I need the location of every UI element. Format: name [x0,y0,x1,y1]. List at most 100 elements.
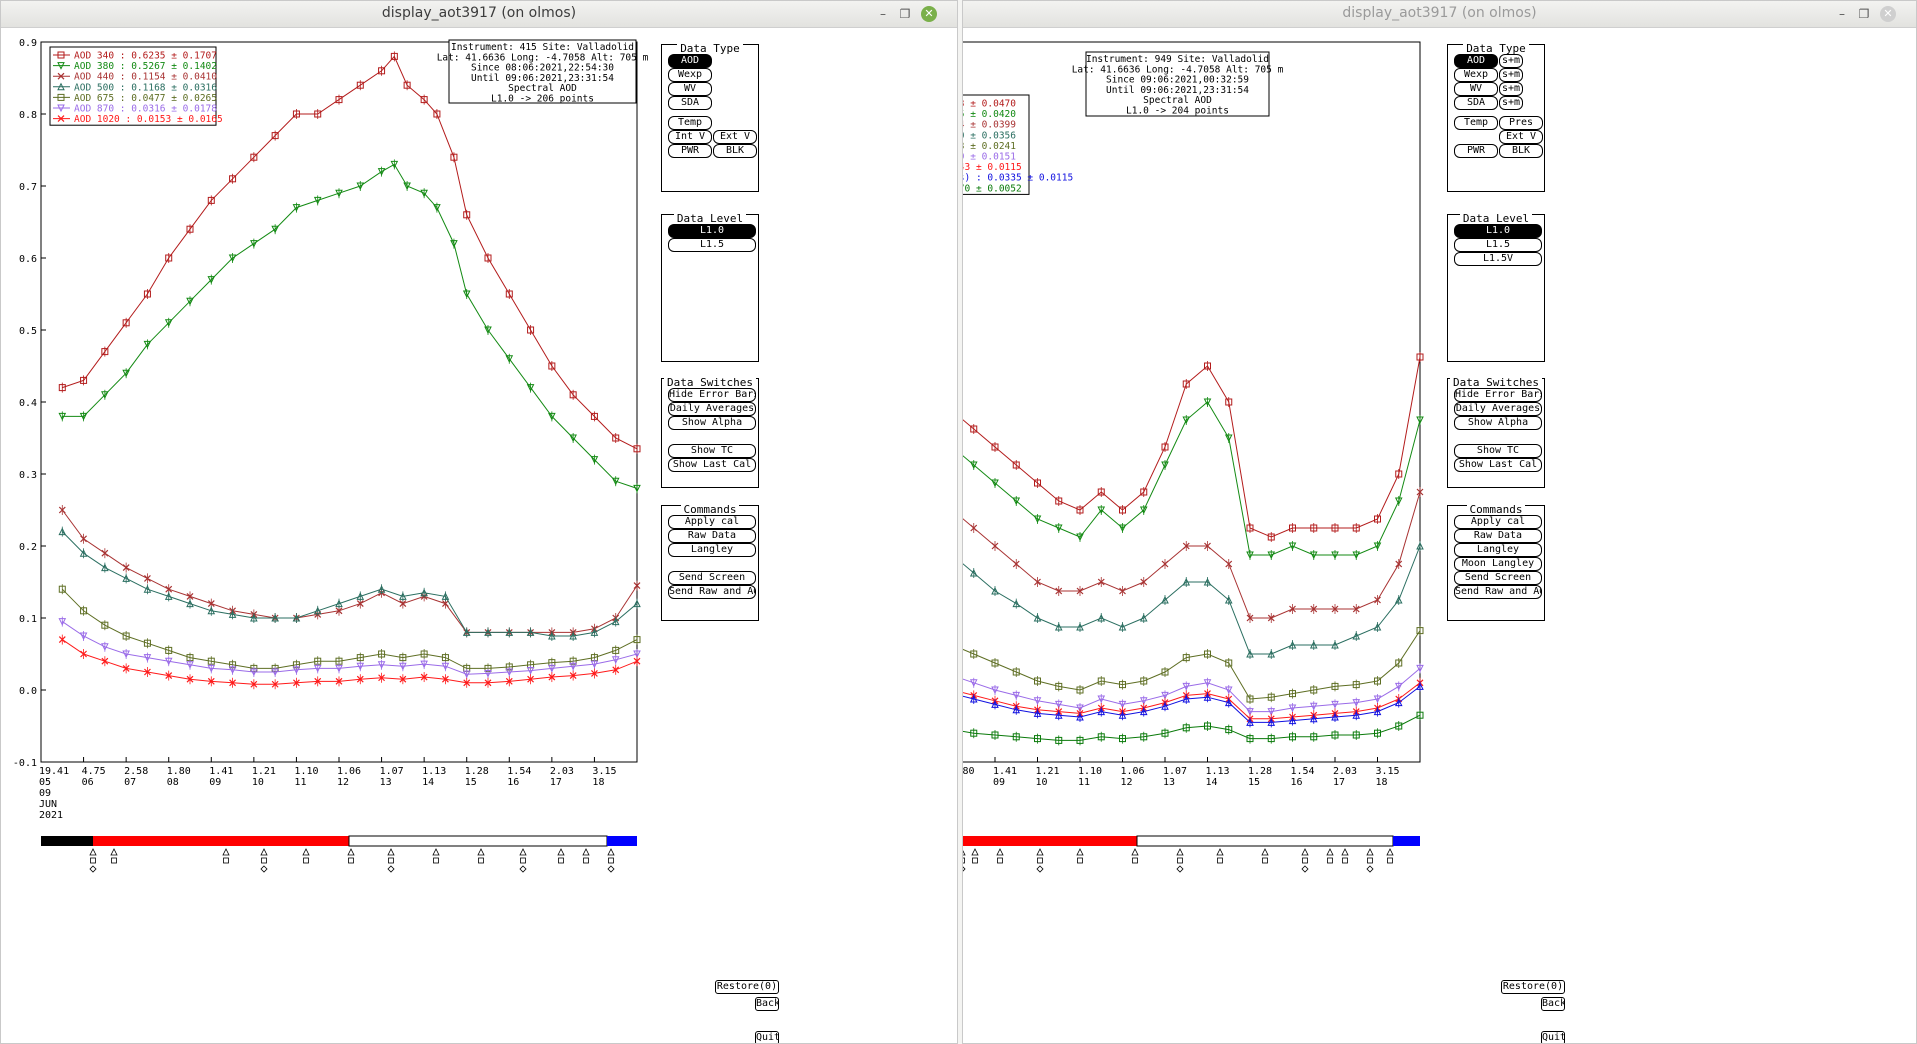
send-raw-and-aod-button[interactable]: Send Raw and AOD [1454,585,1542,599]
data-type-sda-button[interactable]: SDA [1454,96,1498,110]
close-icon[interactable]: ✕ [1880,6,1896,22]
data-type-wexp-button[interactable]: Wexp [668,68,712,82]
data-point [1373,707,1382,716]
data-level-l1-5-button[interactable]: L1.5 [1454,238,1542,252]
data-type-sda-button[interactable]: SDA [668,96,712,110]
data-point [292,613,301,622]
show-last-cal-button[interactable]: Show Last Cal [668,458,756,472]
data-type-sum-mode-button[interactable]: s+m [1499,68,1523,82]
timeline-triangle-icon [1366,848,1374,856]
series-aod-1020 [963,677,1424,724]
send-screen-button[interactable]: Send Screen [668,571,756,585]
data-type-pwr-button[interactable]: PWR [668,144,712,158]
info-line: Instrument: 949 Site: Valladolid [1086,54,1269,65]
data-level-l1-0-button[interactable]: L1.0 [668,224,756,238]
data-type-wexp-button[interactable]: Wexp [1454,68,1498,82]
data-point [1309,702,1318,711]
restore-button[interactable]: Restore(0) [715,980,779,994]
data-point [164,319,173,327]
data-type-aod-button[interactable]: AOD [668,54,712,68]
timeline-triangle-icon [1076,848,1084,856]
left-titlebar[interactable]: display_aot3917 (on olmos) – ❐ ✕ [1,1,957,28]
raw-data-button[interactable]: Raw Data [668,529,756,543]
timeline-triangle-icon [582,848,590,856]
data-point [420,660,428,669]
restore-button[interactable]: Restore(0) [1501,980,1565,994]
data-type-wv-button[interactable]: WV [668,82,712,96]
data-type-aod-button[interactable]: AOD [1454,54,1498,68]
restore-icon[interactable]: ❐ [1858,7,1870,21]
daily-averages-button[interactable]: Daily Averages [1454,402,1542,416]
raw-data-button[interactable]: Raw Data [1454,529,1542,543]
moon-langley-button[interactable]: Moon Langley [1454,557,1542,571]
quit-button[interactable]: Quit [755,1031,779,1043]
back-button[interactable]: Back [755,997,779,1011]
show-tc-button[interactable]: Show TC [1454,444,1542,458]
data-point [292,666,301,674]
data-point [399,662,407,671]
daily-averages-button[interactable]: Daily Averages [668,402,756,416]
timeline-triangle-icon [387,848,395,856]
panel-title-text: Data Level [1459,212,1533,225]
data-point [122,319,130,327]
data-point [1267,708,1276,716]
data-point [101,621,109,629]
data-type-blk-button[interactable]: BLK [713,144,757,158]
info-line: Since 09:06:2021,00:32:59 [1106,75,1249,86]
send-screen-button[interactable]: Send Screen [1454,571,1542,585]
quit-button[interactable]: Quit [1541,1031,1565,1043]
data-type-ext-v-button[interactable]: Ext V [1499,130,1543,144]
show-alpha-button[interactable]: Show Alpha [668,416,756,430]
x-tick-label-hour: 10 [1036,777,1048,788]
langley-button[interactable]: Langley [668,543,756,557]
data-type-sum-mode-button[interactable]: s+m [1499,96,1523,110]
data-point [356,654,364,662]
timeline-triangle-icon [963,850,966,856]
langley-button[interactable]: Langley [1454,543,1542,557]
data-type-ext-v-button[interactable]: Ext V [713,130,757,144]
data-level-l1-5v-button[interactable]: L1.5V [1454,252,1542,266]
aod-plot[interactable]: 0.00.10.20.30.419.41054.75062.58071.8008… [963,28,1917,1044]
data-point [293,679,300,687]
data-point [1289,690,1296,698]
y-tick-label: 0.1 [19,614,37,625]
series-aod-440 [58,505,641,638]
data-switches-panel: Data Switches Hide Error Bars Daily Averag… [661,376,759,488]
data-type-wv-button[interactable]: WV [1454,82,1498,96]
hide-error-bars-button[interactable]: Hide Error Bars [1454,388,1542,402]
right-titlebar[interactable]: display_aot3917 (on olmos) – ❐ ✕ [963,1,1916,28]
data-point [633,657,641,665]
data-type-pres-button[interactable]: Pres [1499,116,1543,130]
commands-panel: Commands Apply cal Raw Data Langley Moon Lan… [1447,503,1545,621]
minimize-icon[interactable]: – [880,7,886,21]
series-aod-340 [58,51,641,454]
data-type-sum-mode-button[interactable]: s+m [1499,54,1523,68]
data-level-l1-5-button[interactable]: L1.5 [668,238,756,252]
show-last-cal-button[interactable]: Show Last Cal [1454,458,1542,472]
back-button[interactable]: Back [1541,997,1565,1011]
timeline-square-icon [388,857,394,864]
data-type-temp-button[interactable]: Temp [1454,116,1498,130]
show-alpha-button[interactable]: Show Alpha [1454,416,1542,430]
hide-error-bars-button[interactable]: Hide Error Bars [668,388,756,402]
data-level-l1-0-button[interactable]: L1.0 [1454,224,1542,238]
info-line: L1.0 -> 204 points [1126,106,1229,117]
restore-icon[interactable]: ❐ [899,7,911,21]
aod-plot[interactable]: -0.10.00.10.20.30.40.50.60.70.80.919.410… [1,28,958,1044]
apply-cal-button[interactable]: Apply cal [668,515,756,529]
data-point [1204,542,1211,550]
show-tc-button[interactable]: Show TC [668,444,756,458]
panel-title-text: Commands [680,503,740,516]
data-point [1203,693,1212,701]
close-icon[interactable]: ✕ [921,6,937,22]
data-point [611,656,620,664]
data-type-int-v-button[interactable]: Int V [668,130,712,144]
minimize-icon[interactable]: – [1839,7,1845,21]
data-type-temp-button[interactable]: Temp [668,116,712,130]
data-type-pwr-button[interactable]: PWR [1454,144,1498,158]
data-type-sum-mode-button[interactable]: s+m [1499,82,1523,96]
data-type-blk-button[interactable]: BLK [1499,144,1543,158]
send-raw-and-aod-button[interactable]: Send Raw and AOD [668,585,756,599]
data-point [122,369,130,378]
apply-cal-button[interactable]: Apply cal [1454,515,1542,529]
